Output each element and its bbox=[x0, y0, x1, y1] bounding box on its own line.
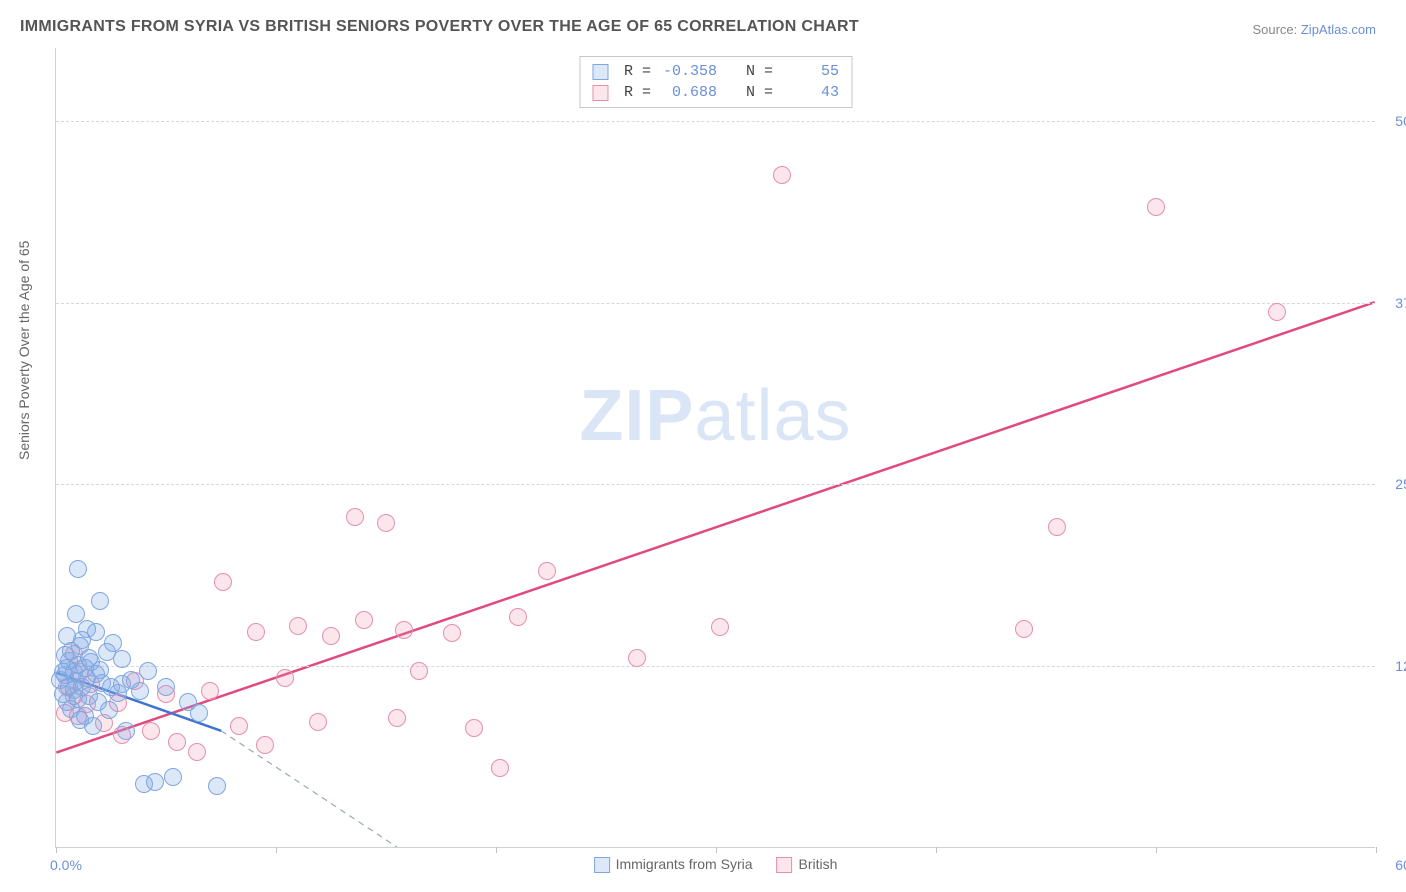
point-british bbox=[388, 709, 406, 727]
point-syria bbox=[157, 678, 175, 696]
point-british bbox=[230, 717, 248, 735]
x-tick bbox=[496, 847, 497, 853]
trendlines-svg bbox=[56, 48, 1375, 847]
x-tick bbox=[1156, 847, 1157, 853]
point-syria bbox=[139, 662, 157, 680]
point-british bbox=[214, 573, 232, 591]
x-tick bbox=[1376, 847, 1377, 853]
point-british bbox=[1048, 518, 1066, 536]
swatch-syria-bottom bbox=[594, 857, 610, 873]
legend-row-syria: R = -0.358 N = 55 bbox=[592, 61, 839, 82]
point-british bbox=[142, 722, 160, 740]
y-tick-label: 12.5% bbox=[1395, 658, 1406, 674]
point-british bbox=[628, 649, 646, 667]
y-tick-label: 37.5% bbox=[1395, 295, 1406, 311]
point-syria bbox=[208, 777, 226, 795]
plot-area: ZIPatlas R = -0.358 N = 55 R = 0.688 N =… bbox=[55, 48, 1375, 848]
point-british bbox=[168, 733, 186, 751]
y-tick-label: 50.0% bbox=[1395, 113, 1406, 129]
point-british bbox=[410, 662, 428, 680]
x-tick bbox=[716, 847, 717, 853]
point-british bbox=[309, 713, 327, 731]
point-british bbox=[247, 623, 265, 641]
x-tick bbox=[276, 847, 277, 853]
r-label-syria: R = bbox=[624, 63, 651, 80]
point-british bbox=[711, 618, 729, 636]
x-tick bbox=[936, 847, 937, 853]
point-syria bbox=[91, 592, 109, 610]
n-value-british: 43 bbox=[783, 84, 839, 101]
point-syria bbox=[113, 650, 131, 668]
n-label-syria: N = bbox=[746, 63, 773, 80]
legend-item-syria: Immigrants from Syria bbox=[594, 856, 753, 873]
watermark-bold: ZIP bbox=[579, 376, 694, 456]
correlation-legend: R = -0.358 N = 55 R = 0.688 N = 43 bbox=[579, 56, 852, 108]
legend-item-british: British bbox=[777, 856, 838, 873]
point-british bbox=[509, 608, 527, 626]
point-syria bbox=[190, 704, 208, 722]
r-label-british: R = bbox=[624, 84, 651, 101]
x-tick bbox=[56, 847, 57, 853]
point-british bbox=[538, 562, 556, 580]
point-syria bbox=[100, 701, 118, 719]
watermark: ZIPatlas bbox=[579, 375, 851, 457]
point-syria bbox=[164, 768, 182, 786]
point-british bbox=[395, 621, 413, 639]
point-british bbox=[443, 624, 461, 642]
x-min-label: 0.0% bbox=[50, 857, 82, 873]
y-tick-label: 25.0% bbox=[1395, 476, 1406, 492]
point-british bbox=[289, 617, 307, 635]
point-syria bbox=[84, 717, 102, 735]
series-legend: Immigrants from Syria British bbox=[594, 856, 838, 873]
swatch-syria bbox=[592, 64, 608, 80]
point-british bbox=[773, 166, 791, 184]
point-british bbox=[188, 743, 206, 761]
point-british bbox=[1015, 620, 1033, 638]
gridline-h bbox=[56, 303, 1375, 304]
n-value-syria: 55 bbox=[783, 63, 839, 80]
point-british bbox=[201, 682, 219, 700]
y-axis-label: Seniors Poverty Over the Age of 65 bbox=[16, 241, 32, 460]
point-british bbox=[276, 669, 294, 687]
source-link[interactable]: ZipAtlas.com bbox=[1301, 22, 1376, 37]
point-syria bbox=[69, 560, 87, 578]
gridline-h bbox=[56, 121, 1375, 122]
point-british bbox=[256, 736, 274, 754]
gridline-h bbox=[56, 484, 1375, 485]
chart-title: IMMIGRANTS FROM SYRIA VS BRITISH SENIORS… bbox=[20, 18, 859, 36]
point-british bbox=[1147, 198, 1165, 216]
point-british bbox=[1268, 303, 1286, 321]
legend-row-british: R = 0.688 N = 43 bbox=[592, 82, 839, 103]
point-syria bbox=[117, 722, 135, 740]
source-attribution: Source: ZipAtlas.com bbox=[1252, 22, 1376, 37]
point-british bbox=[346, 508, 364, 526]
point-british bbox=[355, 611, 373, 629]
source-prefix: Source: bbox=[1252, 22, 1300, 37]
r-value-british: 0.688 bbox=[661, 84, 717, 101]
swatch-british bbox=[592, 85, 608, 101]
r-value-syria: -0.358 bbox=[661, 63, 717, 80]
legend-label-british: British bbox=[799, 856, 838, 872]
watermark-rest: atlas bbox=[694, 376, 851, 456]
point-syria bbox=[131, 682, 149, 700]
point-british bbox=[377, 514, 395, 532]
point-british bbox=[465, 719, 483, 737]
point-syria bbox=[87, 623, 105, 641]
point-syria bbox=[146, 773, 164, 791]
legend-label-syria: Immigrants from Syria bbox=[616, 856, 753, 872]
swatch-british-bottom bbox=[777, 857, 793, 873]
n-label-british: N = bbox=[746, 84, 773, 101]
gridline-h bbox=[56, 666, 1375, 667]
x-max-label: 60.0% bbox=[1395, 857, 1406, 873]
point-british bbox=[322, 627, 340, 645]
point-british bbox=[491, 759, 509, 777]
